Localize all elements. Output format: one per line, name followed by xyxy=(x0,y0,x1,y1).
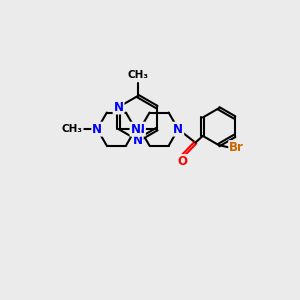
Text: N: N xyxy=(130,123,140,136)
Text: CH₃: CH₃ xyxy=(62,124,83,134)
Text: O: O xyxy=(178,155,188,168)
Text: N: N xyxy=(114,100,124,114)
Text: CH₃: CH₃ xyxy=(127,70,148,80)
Text: N: N xyxy=(92,123,102,136)
Text: Br: Br xyxy=(229,141,244,154)
Text: N: N xyxy=(133,134,143,147)
Text: N: N xyxy=(173,123,183,136)
Text: N: N xyxy=(135,123,145,136)
